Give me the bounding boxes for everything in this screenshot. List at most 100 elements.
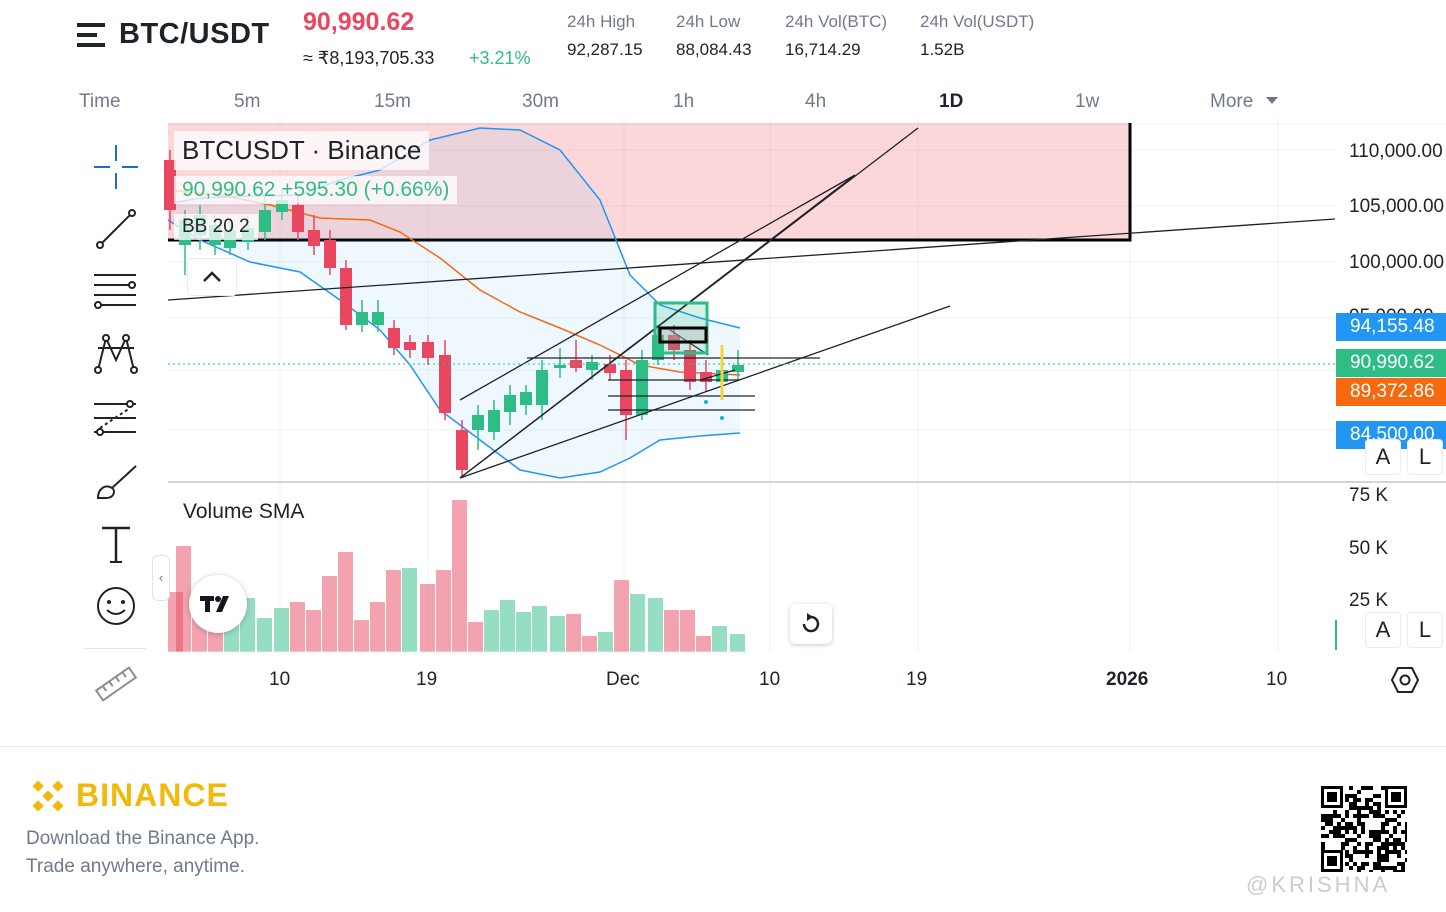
volume-bar <box>484 610 499 652</box>
reset-chart-button[interactable] <box>790 604 832 644</box>
toolbar-toggle-button[interactable]: ‹ <box>152 555 170 601</box>
qr-module <box>1401 810 1405 814</box>
qr-module <box>1385 838 1389 842</box>
qr-module <box>1345 826 1349 830</box>
qr-module <box>1349 802 1353 806</box>
qr-module <box>1321 826 1325 830</box>
qr-module <box>1337 834 1341 838</box>
volume-bar <box>452 500 467 652</box>
volume-bar <box>696 636 711 652</box>
qr-module <box>1405 858 1407 862</box>
tab-1h[interactable]: 1h <box>673 91 695 112</box>
emoji-icon[interactable] <box>92 582 140 630</box>
trendline-icon[interactable] <box>92 205 140 253</box>
marker-dot <box>704 400 708 404</box>
ruler-icon[interactable] <box>92 660 140 708</box>
qr-module <box>1353 862 1357 866</box>
volume-bar <box>680 610 695 652</box>
qr-module <box>1377 830 1381 834</box>
tab-1w[interactable]: 1w <box>1075 91 1100 112</box>
price-log-button[interactable]: L <box>1407 439 1443 475</box>
trend-line <box>459 305 951 479</box>
qr-module <box>1377 814 1381 818</box>
menu-icon[interactable] <box>77 22 105 48</box>
bb-lower-line <box>167 219 741 479</box>
qr-module <box>1385 850 1389 854</box>
candle-body <box>570 360 582 368</box>
qr-module <box>1353 798 1357 802</box>
binance-brand: BINANCE <box>76 777 229 813</box>
footer-divider <box>0 746 1446 747</box>
price-auto-button[interactable]: A <box>1365 439 1401 475</box>
fib-retracement-icon[interactable] <box>92 267 140 315</box>
qr-module <box>1361 786 1365 790</box>
qr-module <box>1361 830 1365 834</box>
qr-module <box>1365 850 1369 854</box>
legend-indicator[interactable]: BB 20 2 <box>174 214 258 240</box>
qr-module <box>1333 826 1337 830</box>
volume-auto-button[interactable]: A <box>1365 612 1401 648</box>
pattern-icon[interactable] <box>92 330 140 378</box>
volume-bar <box>370 602 385 652</box>
trend-line <box>459 174 856 401</box>
crosshair-icon[interactable] <box>92 143 140 191</box>
qr-module <box>1401 830 1405 834</box>
volume-bar <box>500 600 515 652</box>
qr-module <box>1337 814 1341 818</box>
qr-module <box>1369 870 1373 872</box>
qr-module <box>1357 866 1361 870</box>
qr-module <box>1365 862 1369 866</box>
volume-axis-label: 25 K <box>1349 590 1389 611</box>
qr-module <box>1389 850 1393 854</box>
tab-15m[interactable]: 15m <box>374 91 411 112</box>
qr-module <box>1345 862 1349 866</box>
qr-module <box>1377 862 1381 866</box>
candle-body <box>488 410 500 432</box>
qr-module <box>1365 806 1369 810</box>
tab-1d[interactable]: 1D <box>939 91 964 112</box>
qr-module <box>1321 818 1325 822</box>
qr-module <box>1341 842 1345 846</box>
settings-icon[interactable] <box>1390 665 1420 695</box>
tab-5m[interactable]: 5m <box>234 91 261 112</box>
qr-module <box>1405 834 1407 838</box>
brush-icon[interactable] <box>92 458 140 506</box>
reset-icon <box>802 613 820 633</box>
inr-price: ≈ ₹8,193,705.33 <box>303 48 435 68</box>
qr-module <box>1373 814 1377 818</box>
legend-symbol: BTCUSDT · Binance <box>174 131 430 170</box>
qr-module <box>1373 810 1377 814</box>
qr-module <box>1345 854 1349 858</box>
volume-log-button[interactable]: L <box>1407 612 1443 648</box>
text-icon[interactable] <box>92 520 140 568</box>
legend-price-line: 90,990.62 +595.30 (+0.66%) <box>174 176 458 204</box>
volume-bar <box>420 584 435 652</box>
qr-module <box>1397 854 1401 858</box>
volume-bar <box>306 610 321 652</box>
qr-module <box>1353 806 1357 810</box>
tab-4h[interactable]: 4h <box>805 91 827 112</box>
qr-module <box>1361 806 1365 810</box>
qr-module <box>1333 830 1337 834</box>
qr-module <box>1353 794 1357 798</box>
qr-module <box>1353 830 1357 834</box>
tradingview-logo[interactable] <box>189 575 247 633</box>
qr-module <box>1349 786 1353 790</box>
tab-time[interactable]: Time <box>79 91 121 112</box>
qr-module <box>1357 810 1361 814</box>
pair-title[interactable]: BTC/USDT <box>119 18 270 50</box>
stat-vol-btc-value: 16,714.29 <box>785 40 861 59</box>
qr-module <box>1393 810 1397 814</box>
qr-module <box>1381 822 1385 826</box>
qr-module <box>1365 786 1369 790</box>
candle-body <box>404 342 416 350</box>
qr-finder <box>1391 792 1401 802</box>
tab-more[interactable]: More <box>1210 91 1254 112</box>
prediction-icon[interactable] <box>92 394 140 442</box>
collapse-legend-button[interactable] <box>187 258 237 296</box>
tab-30m[interactable]: 30m <box>522 91 559 112</box>
qr-module <box>1361 850 1365 854</box>
qr-module <box>1353 838 1357 842</box>
qr-module <box>1345 838 1349 842</box>
volume-title: Volume SMA <box>183 500 305 523</box>
